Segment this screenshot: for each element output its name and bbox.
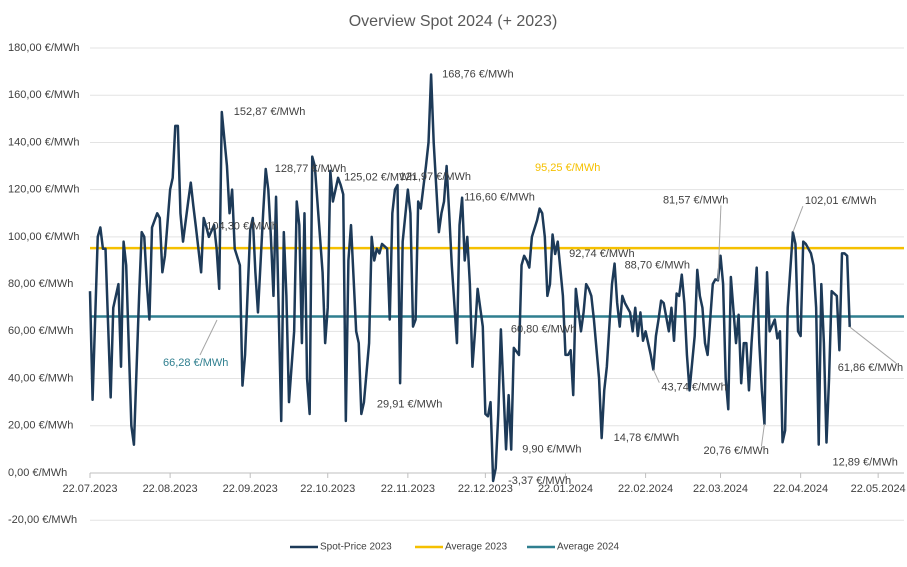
price-line — [88, 73, 851, 483]
data-label: 125,02 €/MWh — [344, 172, 416, 184]
average-label: 95,25 €/MWh — [535, 162, 600, 174]
data-label: 81,57 €/MWh — [663, 194, 728, 206]
data-label: 12,89 €/MWh — [832, 456, 897, 468]
legend-label: Average 2024 — [557, 542, 620, 553]
data-label: 116,60 €/MWh — [464, 192, 535, 204]
data-label: -3,37 €/MWh — [508, 475, 571, 487]
y-tick-label: 20,00 €/MWh — [8, 420, 73, 432]
leader-line — [199, 319, 218, 356]
data-label: 168,76 €/MWh — [442, 68, 514, 80]
y-tick-label: 0,00 €/MWh — [8, 467, 67, 479]
data-label: 128,77 €/MWh — [275, 163, 347, 175]
x-tick-label: 22.08.2023 — [143, 483, 198, 495]
data-label: 152,87 €/MWh — [234, 106, 306, 118]
data-label: 43,74 €/MWh — [661, 382, 726, 394]
legend-label: Average 2023 — [445, 542, 508, 553]
data-label: 20,76 €/MWh — [703, 445, 768, 457]
data-label: 29,91 €/MWh — [377, 398, 442, 410]
data-label: 121,97 €/MWh — [400, 171, 472, 183]
x-tick-label: 22.09.2023 — [223, 483, 278, 495]
x-tick-label: 22.03.2024 — [693, 483, 748, 495]
y-tick-label: 100,00 €/MWh — [8, 231, 80, 243]
leader-line — [849, 326, 897, 364]
x-tick-label: 22.10.2023 — [300, 483, 355, 495]
x-tick-label: 22.07.2023 — [62, 483, 117, 495]
leader-line — [652, 369, 660, 383]
y-tick-label: 160,00 €/MWh — [8, 89, 80, 101]
data-label: 104,30 €/MWh — [206, 221, 278, 233]
y-tick-label: -20,00 €/MWh — [8, 514, 77, 526]
x-tick-label: 22.02.2024 — [618, 483, 673, 495]
x-tick-label: 22.01.2024 — [538, 483, 593, 495]
x-tick-label: 22.05.2024 — [851, 483, 906, 495]
x-tick-label: 22.04.2024 — [773, 483, 828, 495]
data-label: 14,78 €/MWh — [614, 432, 679, 444]
data-label: 61,86 €/MWh — [838, 362, 903, 374]
data-label: 92,74 €/MWh — [569, 248, 634, 260]
data-label: 60,80 €/MWh — [511, 323, 576, 335]
y-tick-label: 60,00 €/MWh — [8, 325, 73, 337]
x-tick-label: 22.12.2023 — [458, 483, 513, 495]
chart-title: Overview Spot 2024 (+ 2023) — [349, 13, 558, 30]
data-label: 9,90 €/MWh — [522, 444, 581, 456]
x-tick-label: 22.11.2023 — [381, 483, 435, 495]
leader-line — [792, 205, 804, 233]
y-tick-label: 120,00 €/MWh — [8, 184, 80, 196]
y-tick-label: 140,00 €/MWh — [8, 136, 80, 148]
data-label: 88,70 €/MWh — [625, 259, 690, 271]
average-label: 66,28 €/MWh — [163, 357, 228, 369]
y-tick-label: 40,00 €/MWh — [8, 372, 73, 384]
y-tick-label: 80,00 €/MWh — [8, 278, 73, 290]
leader-line — [760, 423, 765, 447]
data-label: 102,01 €/MWh — [805, 195, 877, 207]
leader-line — [717, 205, 722, 281]
y-tick-label: 180,00 €/MWh — [8, 42, 80, 54]
legend-label: Spot-Price 2023 — [320, 542, 392, 553]
